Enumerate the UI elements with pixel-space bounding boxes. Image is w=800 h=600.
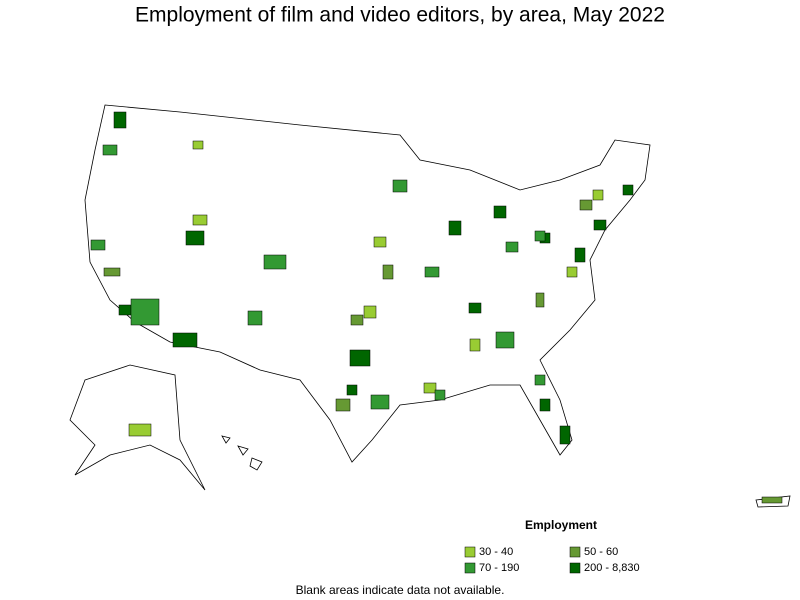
legend-swatch — [464, 562, 476, 574]
area — [382, 264, 394, 280]
note: Blank areas indicate data not available. — [296, 583, 505, 597]
area — [128, 423, 152, 437]
area — [349, 349, 371, 367]
legend-label: 70 - 190 — [479, 562, 519, 574]
area — [370, 394, 390, 410]
area — [468, 302, 482, 314]
area — [363, 305, 377, 319]
area — [346, 384, 358, 396]
map-title: Employment of film and video editors, by… — [135, 4, 665, 27]
area — [102, 144, 118, 156]
map — [69, 104, 791, 508]
area — [247, 310, 263, 326]
area — [373, 236, 387, 248]
legend-title: Employment — [525, 518, 597, 532]
area — [172, 332, 198, 348]
area — [469, 338, 481, 352]
legend: 30 - 40 50 - 60 70 - 190 200 - 8,830 — [464, 546, 640, 574]
area — [350, 314, 364, 326]
legend-swatch — [569, 562, 581, 574]
area — [593, 219, 607, 231]
area — [118, 304, 132, 316]
area — [535, 292, 545, 308]
legend-swatch — [569, 546, 581, 558]
area — [505, 241, 519, 253]
area — [448, 220, 462, 236]
area — [534, 374, 546, 386]
area — [392, 179, 408, 193]
area — [90, 239, 106, 251]
area — [579, 199, 593, 211]
legend-label: 50 - 60 — [584, 546, 618, 558]
area — [539, 398, 551, 412]
area — [495, 331, 515, 349]
area — [424, 266, 440, 278]
hawaii — [221, 435, 263, 471]
area — [761, 496, 783, 504]
area — [113, 111, 127, 129]
area — [534, 230, 546, 242]
area — [592, 189, 604, 201]
area — [559, 425, 571, 445]
area — [185, 230, 205, 246]
area — [130, 298, 160, 326]
legend-swatch — [464, 546, 476, 558]
area — [192, 140, 204, 150]
area — [493, 205, 507, 219]
area — [103, 267, 121, 277]
area — [574, 247, 586, 263]
legend-label: 200 - 8,830 — [584, 562, 640, 574]
area — [335, 398, 351, 412]
areas — [90, 111, 783, 504]
legend-label: 30 - 40 — [479, 546, 513, 558]
area — [622, 184, 634, 196]
area — [423, 382, 437, 394]
area — [192, 214, 208, 226]
area — [434, 389, 446, 401]
area — [263, 254, 287, 270]
area — [566, 266, 578, 278]
